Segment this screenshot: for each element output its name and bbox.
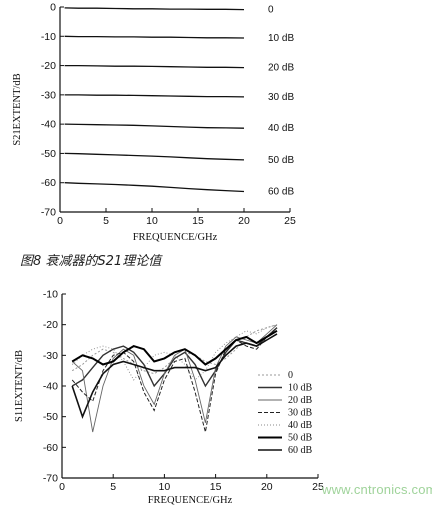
- y-axis-label: S11EXTENT/dB: [14, 350, 25, 422]
- y-tick-label: -70: [43, 473, 58, 485]
- y-axis-label: S21EXTENT/dB: [12, 73, 23, 145]
- chart-s21: 0-10-20-30-40-50-60-700 5 10 15 20 25FREQUENC…: [12, 2, 296, 244]
- y-tick-label: -20: [41, 60, 56, 72]
- y-tick-label: -40: [43, 381, 58, 393]
- y-tick-label: -30: [41, 89, 56, 101]
- x-tick-label: 5: [110, 481, 116, 493]
- series-line: [64, 123, 245, 129]
- x-tick-label: 5: [103, 215, 109, 227]
- x-tick-label: 20: [238, 215, 250, 227]
- chart-s11: -10-20-30-40-50-60-700 5 10 15 20 25FREQUENCE…: [14, 289, 324, 506]
- y-tick-label: -70: [41, 207, 56, 219]
- series-line: [64, 7, 245, 11]
- series-line: [71, 333, 278, 419]
- x-tick-label: 0: [57, 215, 63, 227]
- series-line: [71, 327, 278, 433]
- y-tick-label: 0: [50, 2, 56, 14]
- series-line: [71, 324, 278, 375]
- y-tick-label: -50: [43, 411, 58, 423]
- y-tick-label: -10: [43, 289, 58, 301]
- x-tick-label: 15: [210, 481, 222, 493]
- legend-entry: 20 dB: [288, 395, 313, 406]
- series-line: [71, 327, 278, 388]
- series-line: [64, 94, 245, 98]
- x-tick-label: 15: [192, 215, 204, 227]
- series-line: [64, 182, 245, 193]
- series-label: 40 dB: [268, 123, 294, 134]
- series-label: 50 dB: [268, 155, 294, 166]
- x-axis-label: FREQUENCE/GHz: [148, 495, 233, 506]
- x-tick-label: 25: [284, 215, 296, 227]
- y-tick-label: -40: [41, 119, 56, 131]
- legend-entry: 60 dB: [288, 445, 313, 456]
- x-tick-label: 10: [146, 215, 158, 227]
- x-tick-label: 20: [261, 481, 273, 493]
- series-line: [64, 64, 245, 69]
- series-label: 20 dB: [268, 63, 294, 74]
- series-line: [71, 329, 278, 366]
- y-tick-label: -60: [41, 177, 56, 189]
- y-tick-label: -10: [41, 31, 56, 43]
- y-tick-label: -30: [43, 350, 58, 362]
- x-tick-label: 25: [312, 481, 324, 493]
- legend-entry: 50 dB: [288, 433, 313, 444]
- y-tick-label: -60: [43, 442, 58, 454]
- series-label: 10 dB: [268, 33, 294, 44]
- y-tick-label: -50: [41, 148, 56, 160]
- y-tick-label: -20: [43, 319, 58, 331]
- legend-entry: 40 dB: [288, 420, 313, 431]
- series-label: 30 dB: [268, 92, 294, 103]
- series-line: [64, 152, 245, 161]
- x-tick-label: 10: [159, 481, 171, 493]
- series-line: [71, 324, 278, 433]
- legend-entry: 0: [288, 370, 293, 381]
- series-label: 60 dB: [268, 187, 294, 198]
- x-axis-label: FREQUENCE/GHz: [133, 232, 218, 243]
- legend-entry: 30 dB: [288, 408, 313, 419]
- series-label: 0: [268, 5, 274, 16]
- watermark-text: www.cntronics.com: [322, 482, 432, 497]
- x-tick-label: 0: [59, 481, 65, 493]
- series-line: [64, 35, 245, 39]
- legend-entry: 10 dB: [288, 383, 313, 394]
- figure-caption: 图8 衰减器的S21理论值: [20, 254, 162, 269]
